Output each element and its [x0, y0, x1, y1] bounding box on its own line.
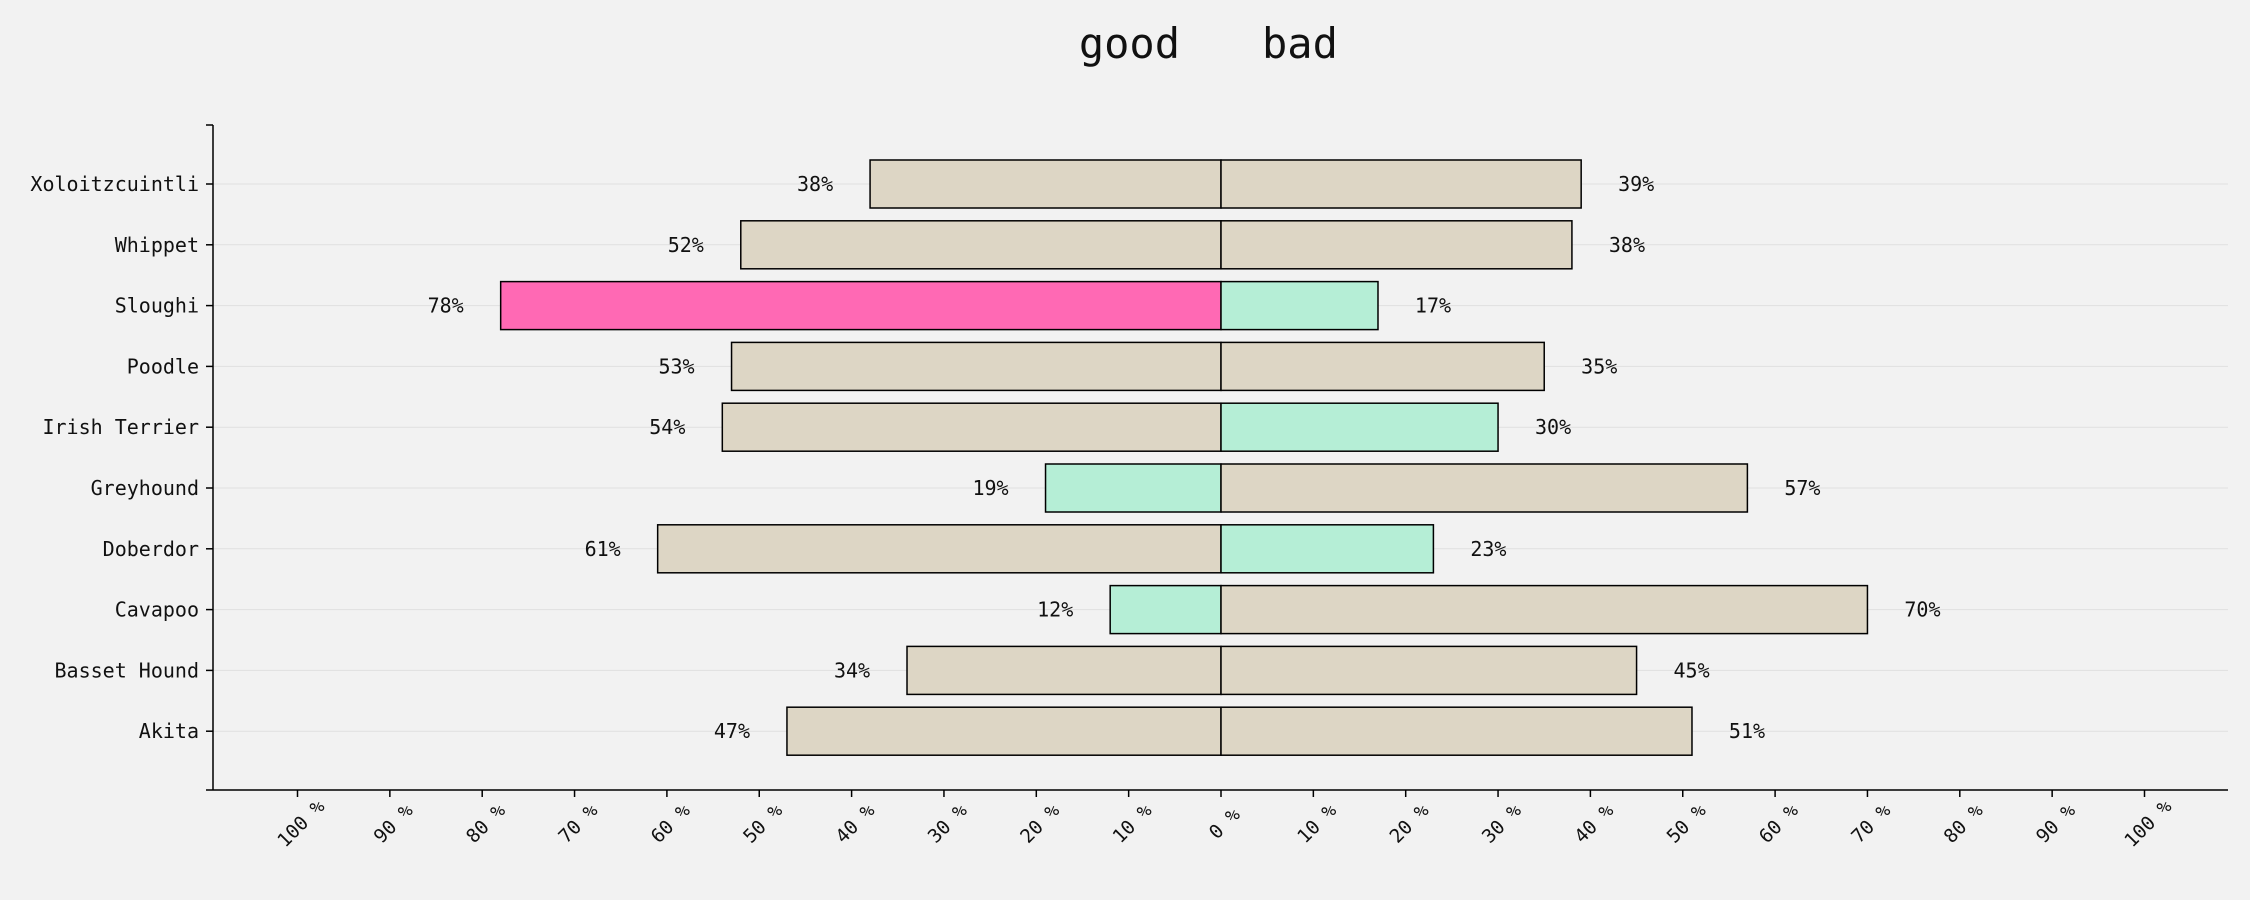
bar-good [1044, 463, 1222, 513]
category-label: Greyhound [91, 476, 199, 500]
x-tick-label: 0 % [1205, 803, 1245, 843]
x-tick-labels: 100 % 90 % 80 % 70 % 60 % 50 % 40 % 30 % 20 % 10 … [273, 795, 2176, 851]
value-label-bad: 70% [1904, 598, 1940, 622]
category-label: Xoloitzcuintli [30, 172, 199, 196]
bar-bad [1220, 220, 1573, 270]
x-tick-label: 40 % [1570, 799, 1618, 847]
value-label-good: 34% [834, 658, 870, 682]
category-label: Irish Terrier [42, 415, 199, 439]
chart-legend: good bad [1079, 19, 1338, 68]
value-label-good: 78% [428, 294, 464, 318]
x-tick-label: 50 % [739, 799, 787, 847]
x-tick-label: 70 % [1847, 799, 1895, 847]
bar-good [786, 706, 1222, 756]
x-tick-label: 100 % [2120, 795, 2176, 851]
x-tick-label: 60 % [1755, 799, 1803, 847]
x-tick-label: 30 % [1478, 799, 1526, 847]
bar-good [869, 159, 1222, 209]
bar-bad [1220, 524, 1435, 574]
value-label-good: 38% [797, 172, 833, 196]
x-tick-label: 70 % [554, 799, 602, 847]
value-label-bad: 23% [1470, 537, 1506, 561]
value-label-bad: 38% [1609, 233, 1645, 257]
x-tick-label: 100 % [273, 795, 329, 851]
bar-good [730, 341, 1222, 392]
bar-good [499, 280, 1222, 331]
bar-bad [1220, 280, 1379, 331]
value-label-good: 12% [1037, 598, 1073, 622]
category-label: Akita [139, 719, 199, 743]
category-labels: Xoloitzcuintli Whippet Sloughi Poodle Irish … [30, 172, 199, 743]
bar-bad [1220, 159, 1582, 209]
legend-right-label: bad [1262, 19, 1338, 68]
value-label-good: 54% [649, 415, 685, 439]
bar-bad [1220, 341, 1545, 392]
bar-good [721, 402, 1222, 452]
x-tick-label: 90 % [370, 799, 418, 847]
bar-good [656, 524, 1222, 574]
bars [499, 159, 1869, 756]
bar-bad [1220, 706, 1693, 756]
bar-bad [1220, 402, 1499, 452]
x-tick-label: 90 % [2032, 799, 2080, 847]
value-label-good: 52% [668, 233, 704, 257]
bar-bad [1220, 463, 1749, 513]
value-label-good: 19% [972, 476, 1008, 500]
category-label: Whippet [115, 233, 199, 257]
value-label-bad: 57% [1784, 476, 1820, 500]
bar-good [740, 220, 1222, 270]
value-label-good: 53% [658, 354, 694, 378]
x-tick-label: 30 % [924, 799, 972, 847]
x-tick-label: 60 % [647, 799, 695, 847]
bar-bad [1220, 645, 1638, 696]
x-tick-label: 80 % [1940, 799, 1988, 847]
x-tick-label: 20 % [1385, 799, 1433, 847]
value-label-bad: 17% [1415, 294, 1451, 318]
category-label: Doberdor [103, 537, 199, 561]
x-tick-label: 20 % [1016, 799, 1064, 847]
legend-left-label: good [1079, 19, 1180, 68]
x-tick-label: 80 % [462, 799, 510, 847]
value-label-bad: 35% [1581, 354, 1617, 378]
value-label-bad: 30% [1535, 415, 1571, 439]
axes [206, 124, 2228, 797]
value-labels: 38% 39% 52% 38% 78% 17% 53% 35% 54% 30% 19% 57% 61% 2… [428, 172, 1941, 743]
x-tick-label: 40 % [831, 799, 879, 847]
category-label: Cavapoo [115, 598, 199, 622]
value-label-good: 47% [714, 719, 750, 743]
value-label-good: 61% [585, 537, 621, 561]
category-label: Sloughi [115, 294, 199, 318]
bar-bad [1220, 584, 1869, 635]
category-label: Poodle [127, 354, 199, 378]
category-label: Basset Hound [55, 658, 200, 682]
x-tick-label: 10 % [1108, 799, 1156, 847]
value-label-bad: 45% [1674, 658, 1710, 682]
x-tick-label: 50 % [1663, 799, 1711, 847]
bar-good [906, 645, 1222, 696]
value-label-bad: 51% [1729, 719, 1765, 743]
value-label-bad: 39% [1618, 172, 1654, 196]
bar-good [1109, 584, 1222, 635]
x-tick-label: 10 % [1293, 799, 1341, 847]
